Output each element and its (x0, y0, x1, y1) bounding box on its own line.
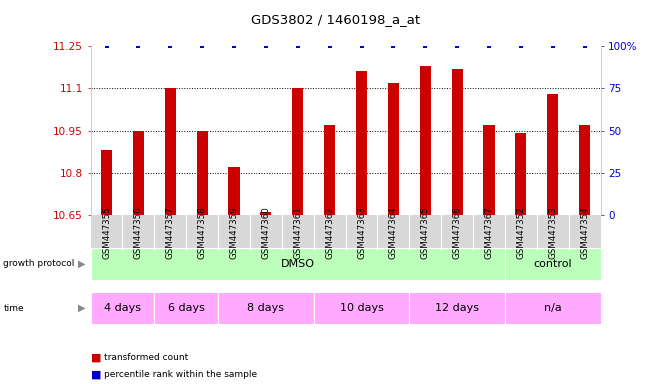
Bar (197, 131, 208, 215)
Text: GSM447352: GSM447352 (517, 206, 525, 259)
Text: GSM447356: GSM447356 (134, 206, 143, 259)
Text: GSM447362: GSM447362 (325, 206, 334, 259)
Bar (228, 167, 240, 215)
Text: ▶: ▶ (78, 259, 86, 269)
Text: GSM447359: GSM447359 (229, 206, 238, 259)
Text: growth protocol: growth protocol (3, 260, 74, 268)
Bar (547, 94, 558, 215)
Bar (356, 71, 367, 215)
Text: GSM447366: GSM447366 (453, 206, 462, 259)
Text: GDS3802 / 1460198_a_at: GDS3802 / 1460198_a_at (251, 13, 420, 26)
Bar (483, 125, 495, 215)
Text: GSM447364: GSM447364 (389, 206, 398, 259)
Text: GSM447355: GSM447355 (102, 206, 111, 259)
Text: 12 days: 12 days (435, 303, 479, 313)
Text: 6 days: 6 days (168, 303, 205, 313)
Text: 8 days: 8 days (248, 303, 285, 313)
Bar (419, 66, 431, 215)
Bar (101, 150, 112, 215)
Bar (452, 69, 463, 215)
Text: ■: ■ (91, 353, 101, 363)
Text: GSM447358: GSM447358 (198, 206, 207, 259)
Text: 4 days: 4 days (104, 303, 141, 313)
Text: GSM447361: GSM447361 (293, 206, 302, 259)
Text: percentile rank within the sample: percentile rank within the sample (104, 370, 257, 379)
Bar (579, 125, 590, 215)
Text: 10 days: 10 days (340, 303, 383, 313)
Text: control: control (533, 259, 572, 269)
Text: time: time (3, 304, 24, 313)
Bar (292, 88, 303, 215)
Text: GSM447365: GSM447365 (421, 206, 429, 259)
Text: ■: ■ (91, 369, 101, 379)
Text: GSM447353: GSM447353 (548, 206, 557, 259)
Bar (388, 83, 399, 215)
Bar (133, 131, 144, 215)
Text: ▶: ▶ (78, 303, 86, 313)
Text: DMSO: DMSO (280, 259, 315, 269)
Text: transformed count: transformed count (104, 353, 189, 362)
Text: GSM447357: GSM447357 (166, 206, 174, 259)
Text: GSM447354: GSM447354 (580, 206, 589, 259)
Text: GSM447367: GSM447367 (484, 206, 493, 259)
Bar (164, 88, 176, 215)
Text: n/a: n/a (544, 303, 562, 313)
Bar (260, 212, 272, 215)
Text: GSM447363: GSM447363 (357, 206, 366, 259)
Text: GSM447360: GSM447360 (262, 206, 270, 259)
Bar (324, 125, 336, 215)
Bar (515, 133, 527, 215)
